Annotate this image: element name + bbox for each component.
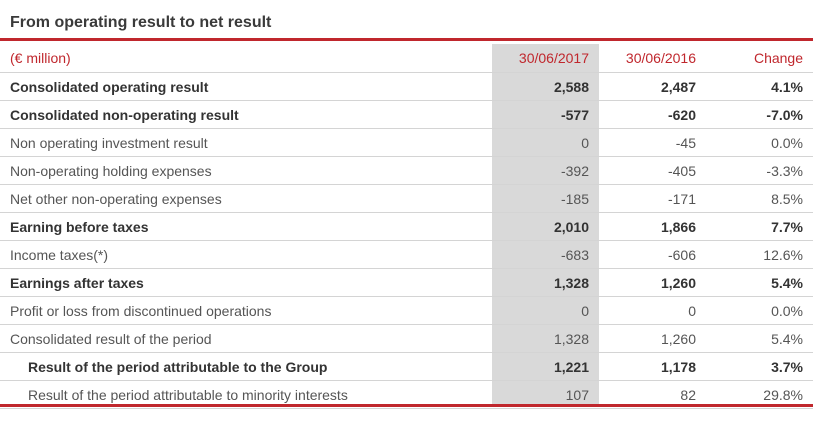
value-2016: 1,178 [599,352,706,381]
row-label: Earning before taxes [0,212,492,241]
value-2017: -392 [492,156,599,185]
value-2016: -405 [599,156,706,185]
income-statement-table: (€ million) 30/06/2017 30/06/2016 Change… [0,44,813,409]
value-2017: 1,221 [492,352,599,381]
value-2016: 1,260 [599,268,706,297]
bottom-divider [0,404,813,407]
value-change: -7.0% [706,100,813,129]
value-2017: -683 [492,240,599,269]
table-row: Consolidated operating result 2,588 2,487 4… [0,72,813,101]
value-2016: -620 [599,100,706,129]
value-2017: -185 [492,184,599,213]
value-2016: 2,487 [599,72,706,101]
table-row: Earning before taxes 2,010 1,866 7.7% [0,212,813,241]
row-label: Non-operating holding expenses [0,156,492,185]
table-header-row: (€ million) 30/06/2017 30/06/2016 Change [0,44,813,73]
value-change: 0.0% [706,296,813,325]
column-header-2017: 30/06/2017 [492,44,599,73]
column-header-change: Change [706,44,813,73]
table-row: Result of the period attributable to the… [0,352,813,381]
row-label: Result of the period attributable to the… [0,352,492,381]
row-label: Profit or loss from discontinued operati… [0,296,492,325]
value-2017: 2,010 [492,212,599,241]
table-row: Profit or loss from discontinued operati… [0,296,813,325]
title-divider [0,38,813,41]
row-label: Consolidated non-operating result [0,100,492,129]
table-row: Earnings after taxes 1,328 1,260 5.4% [0,268,813,297]
value-2017: 2,588 [492,72,599,101]
table-row: Income taxes(*) -683 -606 12.6% [0,240,813,269]
value-change: 5.4% [706,268,813,297]
table-row: Non operating investment result 0 -45 0.0% [0,128,813,157]
value-2017: 0 [492,128,599,157]
value-change: 8.5% [706,184,813,213]
unit-header: (€ million) [0,44,492,73]
value-change: 4.1% [706,72,813,101]
value-2016: 1,866 [599,212,706,241]
table-title: From operating result to net result [10,14,272,31]
value-2016: 1,260 [599,324,706,353]
value-2016: -606 [599,240,706,269]
row-label: Consolidated result of the period [0,324,492,353]
row-label: Consolidated operating result [0,72,492,101]
value-2016: 0 [599,296,706,325]
value-change: 12.6% [706,240,813,269]
table-row: Consolidated non-operating result -577 -62… [0,100,813,129]
value-change: 0.0% [706,128,813,157]
table-row: Non-operating holding expenses -392 -405 -3… [0,156,813,185]
row-label: Earnings after taxes [0,268,492,297]
value-2017: 1,328 [492,324,599,353]
value-2017: 1,328 [492,268,599,297]
value-change: 5.4% [706,324,813,353]
column-header-2016: 30/06/2016 [599,44,706,73]
value-2017: -577 [492,100,599,129]
row-label: Income taxes(*) [0,240,492,269]
value-change: 3.7% [706,352,813,381]
value-change: 7.7% [706,212,813,241]
row-label: Net other non-operating expenses [0,184,492,213]
value-2017: 0 [492,296,599,325]
value-2016: -171 [599,184,706,213]
value-2016: -45 [599,128,706,157]
value-change: -3.3% [706,156,813,185]
table-row: Net other non-operating expenses -185 -171… [0,184,813,213]
row-label: Non operating investment result [0,128,492,157]
table-row: Consolidated result of the period 1,328 1,… [0,324,813,353]
